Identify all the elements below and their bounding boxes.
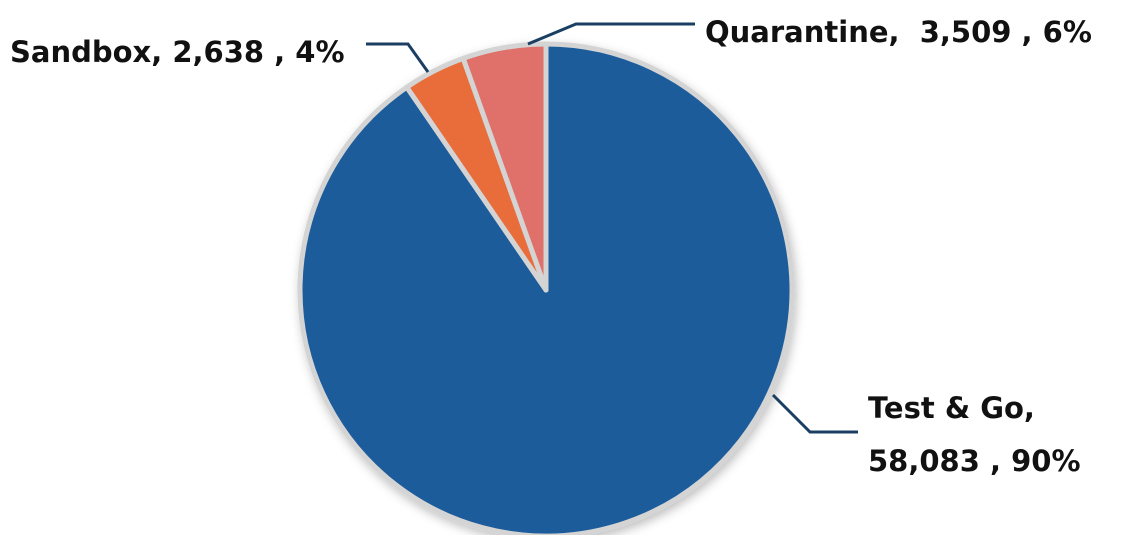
leader-line-test-go bbox=[771, 393, 858, 434]
leader-line-sandbox bbox=[366, 42, 430, 73]
leader-line-quarantine bbox=[527, 22, 695, 46]
slice-labels: Test & Go, 58,083 , 90% Sandbox, 2,638 , 4… bbox=[10, 15, 1092, 478]
pie-slice-test-go bbox=[297, 41, 795, 535]
leader-lines bbox=[366, 22, 858, 434]
slice-label-quarantine-line-1: Quarantine, 3,509 , 6% bbox=[705, 15, 1092, 49]
slice-label-test-go-line-2: 58,083 , 90% bbox=[868, 444, 1081, 478]
pie-slices bbox=[297, 41, 795, 535]
slice-label-test-go-line-1: Test & Go, bbox=[868, 391, 1035, 425]
slice-label-sandbox-line-1: Sandbox, 2,638 , 4% bbox=[10, 35, 345, 69]
pie-slice-quarantine bbox=[460, 41, 549, 293]
